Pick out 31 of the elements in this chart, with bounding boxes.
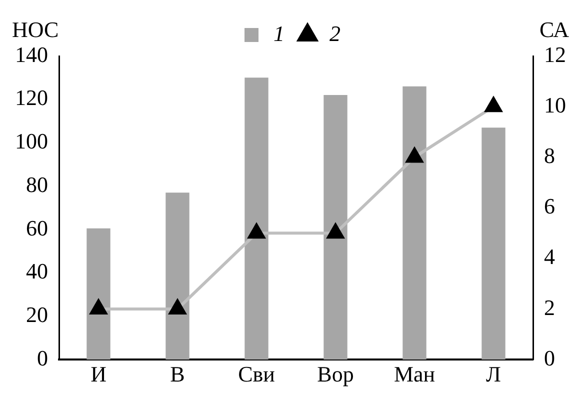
y-tick-label: 140: [15, 42, 48, 67]
y-tick-label: 100: [15, 128, 48, 154]
x-tick-label: Вор: [317, 362, 354, 387]
y-tick-label: 80: [26, 172, 48, 197]
x-tick-label: Сви: [238, 362, 276, 387]
bar: [244, 78, 268, 360]
y2-tick-label: 10: [544, 92, 566, 118]
x-tick-label: Л: [486, 362, 502, 387]
bar: [482, 128, 506, 360]
bar: [166, 192, 190, 360]
legend-label: 1: [274, 20, 284, 46]
y-tick-label: 60: [26, 215, 48, 240]
x-tick-label: В: [170, 362, 185, 387]
y2-tick-label: 4: [544, 244, 555, 270]
y2-axis-title: СА: [540, 16, 570, 42]
bar: [402, 86, 426, 360]
y-tick-label: 0: [37, 345, 48, 370]
y-tick-label: 40: [26, 258, 48, 284]
y2-tick-label: 0: [544, 345, 555, 370]
bar: [324, 95, 348, 360]
y2-tick-label: 2: [544, 294, 555, 320]
y-tick-label: 120: [15, 85, 48, 110]
bar: [86, 228, 110, 360]
y2-tick-label: 6: [544, 194, 555, 219]
x-tick-label: И: [90, 362, 107, 387]
legend-label: 2: [330, 20, 340, 46]
x-tick-label: Ман: [394, 362, 436, 387]
y2-tick-label: 8: [544, 142, 555, 168]
y-axis-title: НОС: [12, 16, 59, 42]
y-tick-label: 20: [26, 302, 48, 328]
y2-tick-label: 12: [544, 42, 566, 67]
